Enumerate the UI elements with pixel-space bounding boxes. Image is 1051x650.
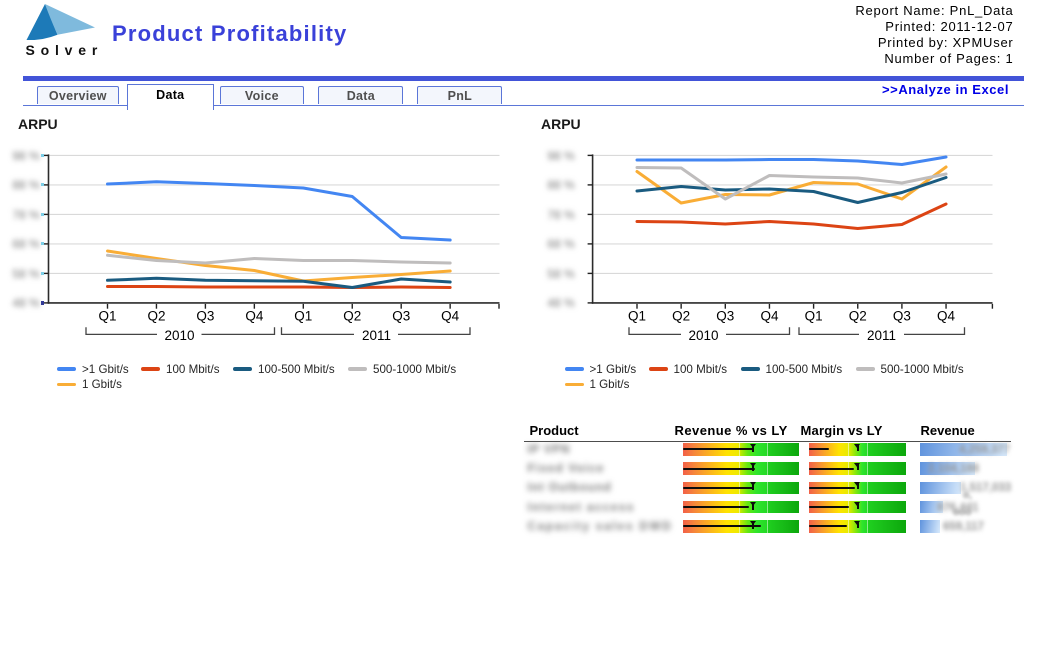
svg-text:2011: 2011 — [867, 328, 896, 343]
svg-text:Q3: Q3 — [392, 309, 410, 324]
svg-text:Q4: Q4 — [760, 309, 779, 324]
svg-text:Q1: Q1 — [628, 309, 646, 324]
svg-text:2011: 2011 — [362, 328, 391, 343]
svg-text:Q2: Q2 — [849, 309, 867, 324]
svg-text:Q4: Q4 — [441, 309, 460, 324]
svg-text:2010: 2010 — [164, 328, 194, 343]
svg-text:Q3: Q3 — [893, 309, 911, 324]
svg-text:Q3: Q3 — [196, 309, 214, 324]
svg-text:Q1: Q1 — [294, 309, 312, 324]
svg-text:Q4: Q4 — [937, 309, 956, 324]
svg-text:Q4: Q4 — [245, 309, 264, 324]
svg-text:2010: 2010 — [688, 328, 718, 343]
svg-text:Q2: Q2 — [343, 309, 361, 324]
svg-text:Q2: Q2 — [672, 309, 690, 324]
svg-text:Q1: Q1 — [805, 309, 823, 324]
svg-text:Q2: Q2 — [147, 309, 165, 324]
svg-text:Q1: Q1 — [98, 309, 116, 324]
svg-text:Q3: Q3 — [716, 309, 734, 324]
